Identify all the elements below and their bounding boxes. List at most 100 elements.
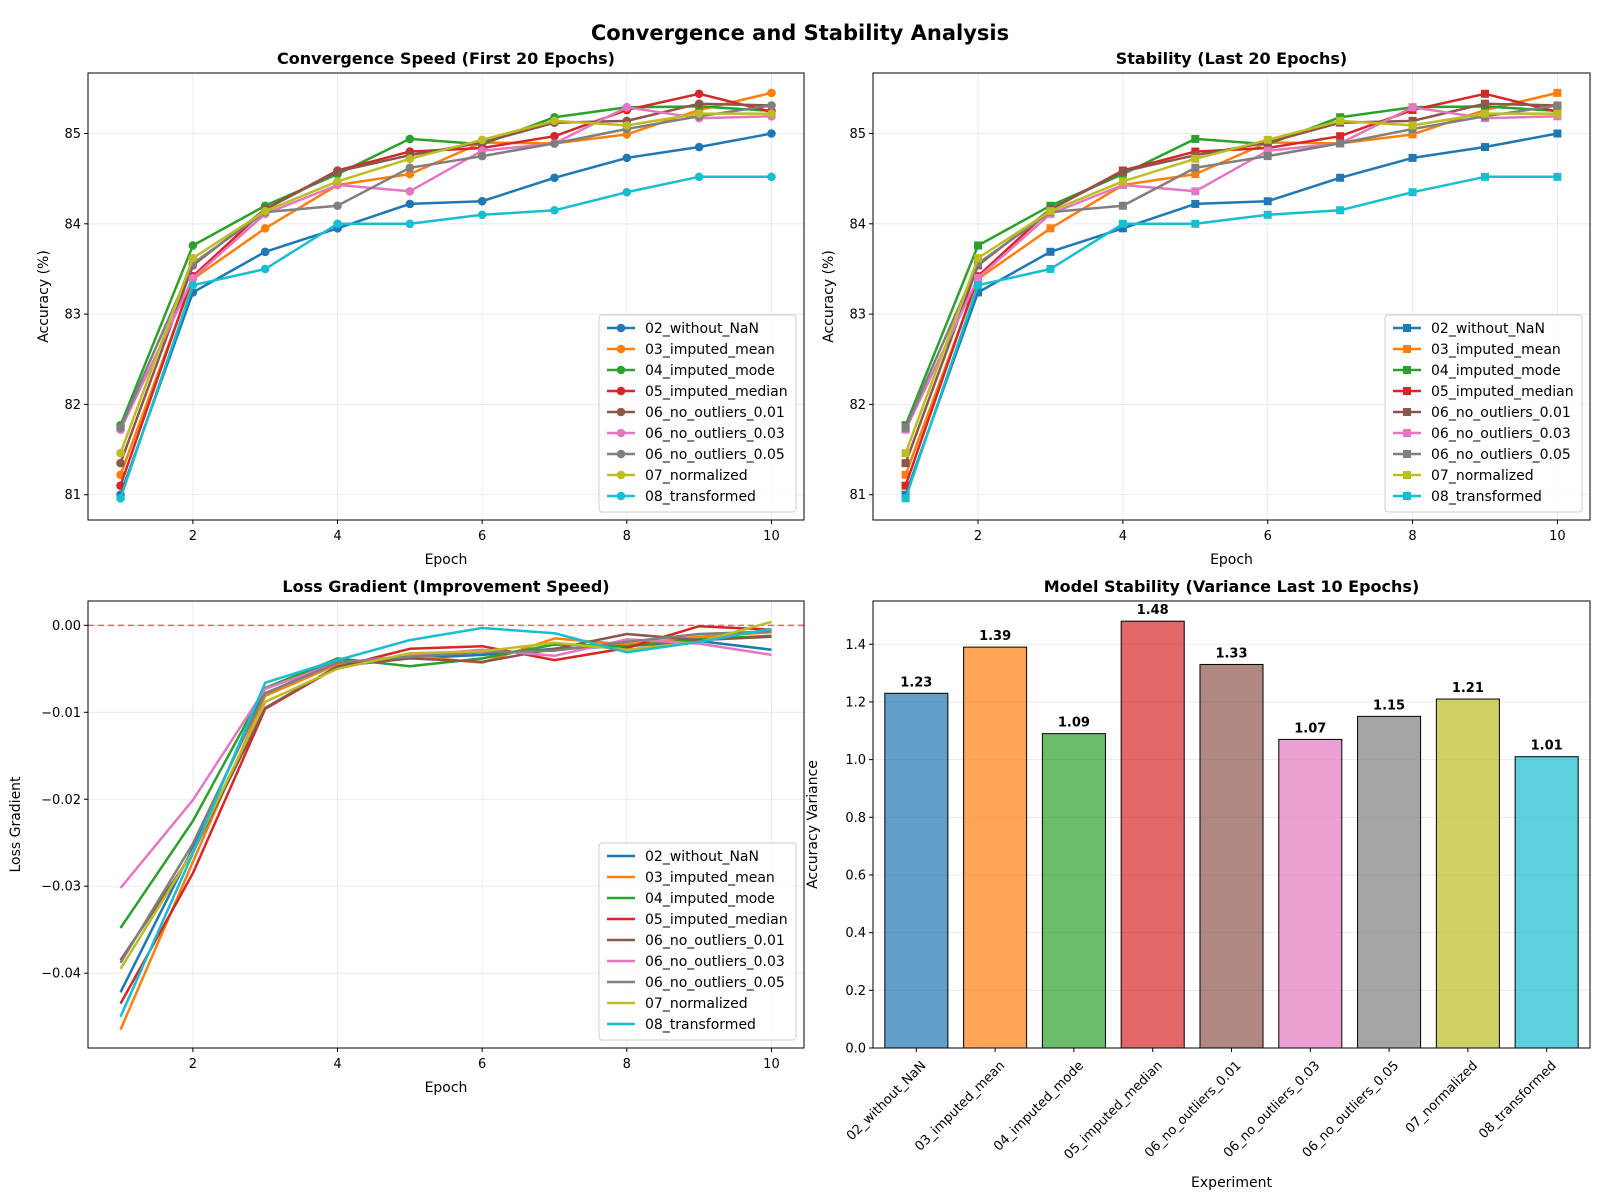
stability-xtick-label-4: 10 xyxy=(1549,529,1566,544)
stability-point-07_normalized-3 xyxy=(1046,207,1055,216)
variance-title: Model Stability (Variance Last 10 Epochs… xyxy=(1044,577,1420,596)
convergence-ytick-label-1: 82 xyxy=(64,398,81,413)
variance-bar-05_imputed_median xyxy=(1120,620,1185,1049)
convergence-legend-label-03_imputed_mean: 03_imputed_mean xyxy=(645,342,775,358)
convergence-title: Convergence Speed (First 20 Epochs) xyxy=(277,49,615,68)
convergence-point-06_no_outliers_0.01-9 xyxy=(694,99,704,109)
convergence-ytick-label-0: 81 xyxy=(64,488,81,503)
variance-bar-value-06_no_outliers_0.01: 1.33 xyxy=(1215,646,1247,661)
stability-point-08_transformed-8 xyxy=(1408,188,1417,197)
convergence-point-08_transformed-10 xyxy=(767,172,776,182)
convergence-legend-marker-03_imputed_mean xyxy=(616,344,626,354)
variance-axes-frame xyxy=(872,600,1591,1049)
gradient-legend-label-03_imputed_mean: 03_imputed_mean xyxy=(645,870,775,886)
convergence-point-03_imputed_mean-5 xyxy=(405,169,415,179)
stability-series-07_normalized xyxy=(901,109,1562,458)
stability-xtick-label-1: 4 xyxy=(1119,529,1127,544)
convergence-point-07_normalized-6 xyxy=(477,135,487,145)
stability-point-08_transformed-9 xyxy=(1480,172,1489,181)
stability-chart: 81 82 83 84 85 2 4 6 8 10 Stability (Last 20 Epoch… xyxy=(821,49,1591,568)
stability-point-06_no_outliers_0.05-1 xyxy=(901,423,910,432)
convergence-point-06_no_outliers_0.05-7 xyxy=(550,139,559,148)
stability-xtick-label-3: 8 xyxy=(1408,529,1416,544)
convergence-point-08_transformed-2 xyxy=(188,280,198,290)
stability-legend-label-03_imputed_mean: 03_imputed_mean xyxy=(1431,342,1561,358)
convergence-point-08_transformed-4 xyxy=(333,219,342,229)
convergence-ytick-label-3: 84 xyxy=(64,217,81,232)
gradient-legend-label-04_imputed_mode: 04_imputed_mode xyxy=(645,891,775,907)
convergence-point-05_imputed_median-7 xyxy=(550,131,559,141)
stability-point-06_no_outliers_0.01-8 xyxy=(1408,116,1417,125)
gradient-ytick-label-3: −0.01 xyxy=(41,706,81,721)
gradient-legend-label-07_normalized: 07_normalized xyxy=(645,996,748,1012)
stability-line-04_imputed_mode xyxy=(904,105,1558,426)
variance-xlabel: Experiment xyxy=(1191,1175,1272,1191)
variance-bar-03_imputed_mean xyxy=(963,646,1028,1049)
variance-ytick-label-4: 0.8 xyxy=(845,811,866,826)
convergence-point-07_normalized-7 xyxy=(550,116,559,126)
convergence-point-03_imputed_mean-3 xyxy=(260,224,270,233)
stability-legend-marker-07_normalized xyxy=(1403,471,1411,479)
stability-point-03_imputed_mean-10 xyxy=(1553,88,1562,97)
convergence-point-02_without_NaN-10 xyxy=(767,129,776,138)
convergence-point-03_imputed_mean-10 xyxy=(767,88,776,98)
stability-point-03_imputed_mean-8 xyxy=(1408,130,1417,139)
gradient-legend-label-06_no_outliers_0.03: 06_no_outliers_0.03 xyxy=(645,954,785,970)
stability-title: Stability (Last 20 Epochs) xyxy=(1116,49,1348,68)
convergence-point-02_without_NaN-8 xyxy=(622,153,632,163)
convergence-legend-label-02_without_NaN: 02_without_NaN xyxy=(645,321,759,337)
variance-bar-06_no_outliers_0.05 xyxy=(1357,715,1422,1049)
convergence-chart: 81 82 83 84 85 2 4 6 8 10 Convergence Speed (First… xyxy=(36,49,805,568)
convergence-series-07_normalized xyxy=(116,109,776,458)
gradient-legend-label-02_without_NaN: 02_without_NaN xyxy=(645,849,759,865)
stability-point-08_transformed-7 xyxy=(1336,206,1345,215)
gradient-ytick-label-2: −0.02 xyxy=(41,793,81,808)
variance-bar-value-02_without_NaN: 1.23 xyxy=(900,675,932,690)
stability-ytick-label-1: 82 xyxy=(849,398,866,413)
stability-line-06_no_outliers_0.05 xyxy=(904,104,1558,429)
variance-bar-07_normalized xyxy=(1435,698,1500,1049)
stability-line-07_normalized xyxy=(904,112,1558,454)
stability-point-08_transformed-4 xyxy=(1118,219,1127,228)
convergence-point-07_normalized-9 xyxy=(694,109,704,118)
convergence-xlabel: Epoch xyxy=(425,552,468,568)
stability-point-02_without_NaN-9 xyxy=(1480,143,1489,152)
convergence-legend-label-07_normalized: 07_normalized xyxy=(645,468,748,484)
convergence-xtick-label-4: 10 xyxy=(763,529,780,544)
stability-axes-frame xyxy=(872,72,1591,521)
stability-legend-marker-06_no_outliers_0.01 xyxy=(1403,408,1411,416)
gradient-chart: −0.04 −0.03 −0.02 −0.01 0.00 2 4 6 8 10 Loss Gradi… xyxy=(8,577,805,1096)
stability-point-06_no_outliers_0.05-6 xyxy=(1263,152,1272,161)
stability-point-02_without_NaN-8 xyxy=(1408,153,1417,162)
variance-bar-value-03_imputed_mean: 1.39 xyxy=(979,629,1011,644)
convergence-point-07_normalized-8 xyxy=(622,121,632,130)
convergence-point-06_no_outliers_0.05-5 xyxy=(405,163,415,173)
stability-point-08_transformed-2 xyxy=(974,281,983,290)
stability-point-08_transformed-6 xyxy=(1263,210,1272,219)
convergence-legend-marker-04_imputed_mode xyxy=(616,365,626,375)
convergence-point-06_no_outliers_0.01-1 xyxy=(116,458,125,468)
stability-point-06_no_outliers_0.03-2 xyxy=(974,273,983,282)
convergence-point-06_no_outliers_0.03-2 xyxy=(188,273,198,283)
convergence-point-04_imputed_mode-2 xyxy=(188,241,198,250)
convergence-point-06_no_outliers_0.05-10 xyxy=(767,101,776,110)
stability-legend-label-06_no_outliers_0.03: 06_no_outliers_0.03 xyxy=(1431,426,1571,442)
stability-line-02_without_NaN xyxy=(904,132,1558,496)
convergence-line-08_transformed xyxy=(119,175,772,499)
convergence-series-08_transformed xyxy=(116,172,776,503)
convergence-point-07_normalized-5 xyxy=(405,154,415,164)
variance-ytick-label-5: 1.0 xyxy=(845,753,866,768)
stability-point-02_without_NaN-10 xyxy=(1553,129,1562,138)
stability-point-06_no_outliers_0.05-4 xyxy=(1118,201,1127,210)
gradient-xtick-label-2: 6 xyxy=(478,1057,486,1072)
gradient-xtick-label-4: 10 xyxy=(763,1057,780,1072)
stability-point-04_imputed_mode-2 xyxy=(974,241,983,250)
variance-ytick-label-3: 0.6 xyxy=(845,868,866,883)
variance-chart: 1.2302_without_NaN1.3903_imputed_mean1.0… xyxy=(805,577,1591,1191)
convergence-point-08_transformed-6 xyxy=(477,210,487,220)
convergence-point-07_normalized-2 xyxy=(188,253,198,263)
convergence-point-08_transformed-1 xyxy=(116,494,125,503)
gradient-series-07_normalized xyxy=(119,620,772,970)
convergence-axes-frame xyxy=(87,72,805,521)
variance-bar-value-07_normalized: 1.21 xyxy=(1452,681,1484,696)
